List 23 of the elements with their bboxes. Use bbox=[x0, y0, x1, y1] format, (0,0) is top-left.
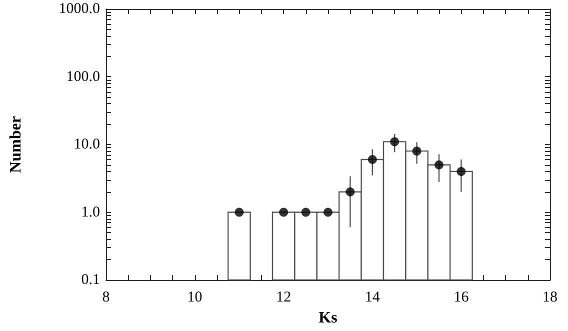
point bbox=[434, 160, 444, 170]
y-tick-label: 1.0 bbox=[81, 204, 100, 220]
y-tick-label: 1000.0 bbox=[58, 1, 100, 17]
point bbox=[324, 208, 332, 217]
y-tick-label: 0.1 bbox=[81, 272, 100, 288]
point bbox=[279, 208, 288, 217]
x-tick-label: 18 bbox=[542, 290, 558, 306]
point bbox=[301, 208, 310, 217]
point bbox=[412, 146, 422, 156]
x-tick-label: 14 bbox=[364, 290, 380, 306]
x-axis-title: Ks bbox=[318, 310, 338, 326]
y-tick-label: 100.0 bbox=[66, 68, 100, 85]
x-tick-label: 10 bbox=[187, 290, 202, 306]
point bbox=[390, 137, 400, 146]
point bbox=[234, 208, 244, 217]
y-tick-label: 10.0 bbox=[74, 136, 100, 152]
y-axis-title: Number bbox=[8, 116, 24, 173]
x-tick-label: 12 bbox=[276, 290, 292, 306]
point bbox=[346, 187, 355, 196]
point bbox=[456, 166, 466, 176]
x-tick-label: 8 bbox=[102, 290, 110, 306]
x-tick-label: 16 bbox=[454, 290, 470, 306]
point bbox=[368, 155, 377, 164]
